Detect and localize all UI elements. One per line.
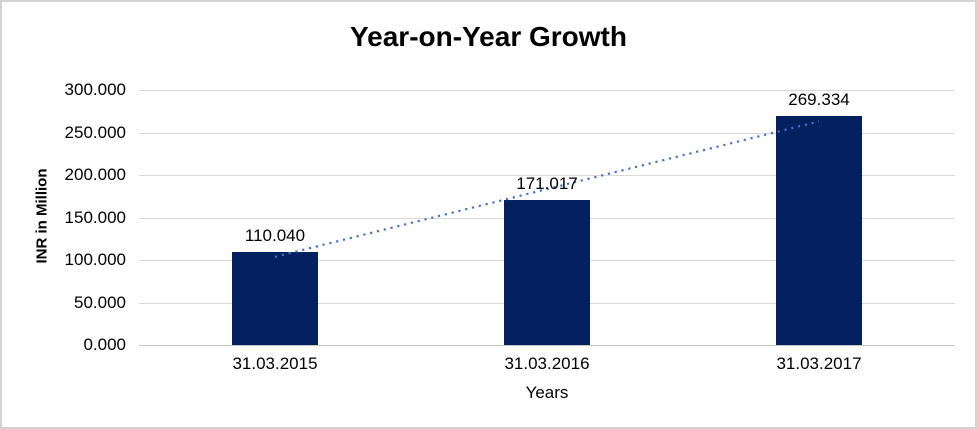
data-label: 269.334 bbox=[788, 90, 850, 110]
chart-title: Year-on-Year Growth bbox=[350, 21, 627, 52]
trendline-path bbox=[274, 120, 820, 258]
y-tick-label: 50.000 bbox=[74, 292, 126, 312]
y-tick-label: 200.000 bbox=[64, 165, 126, 184]
bar bbox=[504, 199, 590, 345]
y-tick-label: 300.000 bbox=[64, 80, 126, 99]
data-label: 110.040 bbox=[244, 225, 306, 245]
y-tick-label: 0.000 bbox=[83, 335, 126, 354]
gridline bbox=[139, 132, 955, 134]
y-tick-label: 100.000 bbox=[64, 250, 126, 269]
gridline bbox=[139, 90, 955, 91]
trendline bbox=[274, 120, 820, 258]
x-tick-label: 31.03.2017 bbox=[776, 354, 862, 373]
x-tick-label: 31.03.2015 bbox=[232, 354, 318, 373]
bar bbox=[776, 116, 862, 345]
x-tick-label: 31.03.2016 bbox=[504, 354, 590, 373]
data-label: 171.017 bbox=[516, 173, 578, 193]
y-tick-label: 250.000 bbox=[64, 122, 126, 142]
x-axis-line bbox=[139, 345, 955, 346]
y-tick-label: 150.000 bbox=[64, 207, 126, 227]
bar bbox=[232, 251, 318, 345]
plot-area bbox=[139, 90, 955, 346]
gridline bbox=[139, 175, 955, 176]
x-axis-title: Years bbox=[525, 383, 569, 402]
